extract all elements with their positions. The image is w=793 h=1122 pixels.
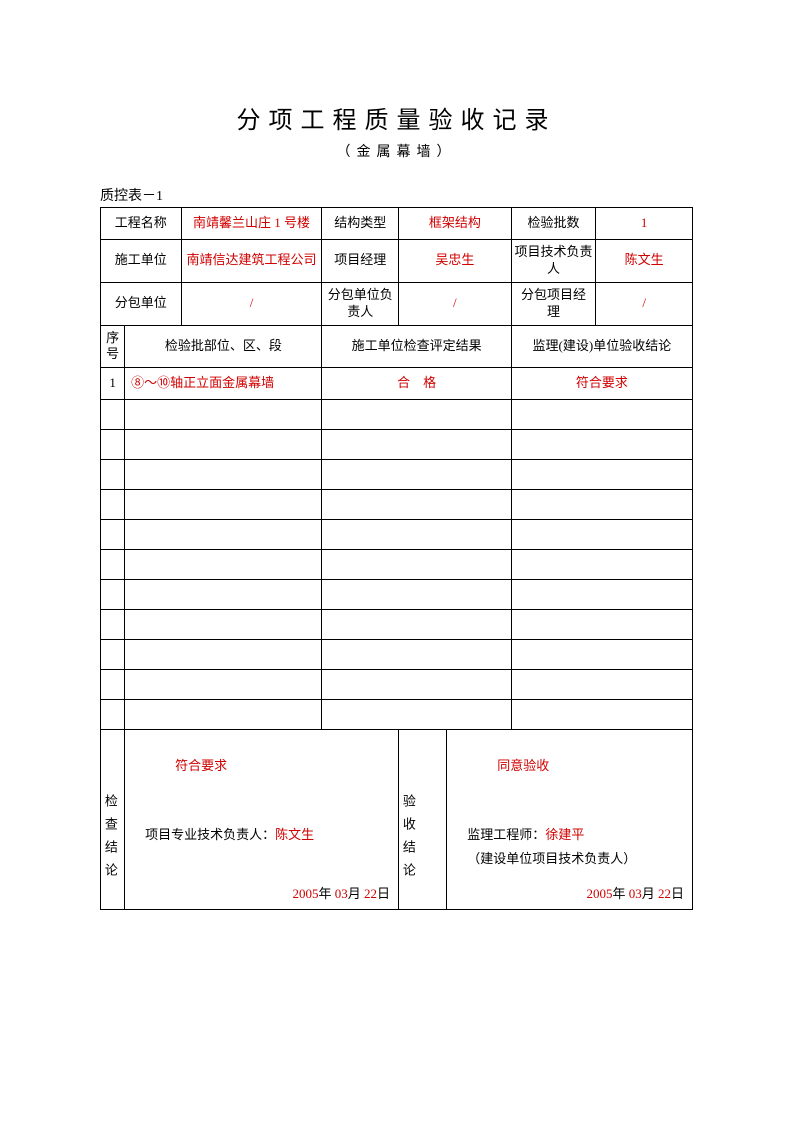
table-row: 施工单位 南靖信达建筑工程公司 项目经理 吴忠生 项目技术负责人 陈文生 [101,240,693,283]
footer-right-mid: 监理工程师：徐建平 （建设单位项目技术负责人） [467,823,682,870]
col-part: 检验批部位、区、段 [125,325,322,368]
label-sub-lead: 分包单位负责人 [322,282,399,325]
col-verdict: 监理(建设)单位验收结论 [511,325,692,368]
table-row: 1 ⑧～⑩轴正立面金属幕墙 合 格 符合要求 [101,368,693,400]
label-project-name: 工程名称 [101,208,182,240]
footer-left-mid: 项目专业技术负责人：陈文生 [145,823,388,846]
footer-left-top: 符合要求 [145,758,388,775]
table-label: 质控表－1 [100,185,693,205]
footer-right-top: 同意验收 [467,758,682,775]
table-row [101,550,693,580]
value-pm: 吴忠生 [398,240,511,283]
value-sub-lead: / [398,282,511,325]
page-title: 分项工程质量验收记录 [100,100,693,135]
table-row: 检查结论 符合要求 项目专业技术负责人：陈文生 2005年 03月 22日 验收… [101,730,693,910]
footer-left-date: 2005年 03月 22日 [292,886,390,903]
col-check: 施工单位检查评定结果 [322,325,511,368]
label-sub-pm: 分包项目经 理 [511,282,596,325]
label-constructor: 施工单位 [101,240,182,283]
cell-check: 合 格 [322,368,511,400]
label-struct-type: 结构类型 [322,208,399,240]
cell-part: ⑧～⑩轴正立面金属幕墙 [125,368,322,400]
cell-verdict: 符合要求 [511,368,692,400]
table-row [101,580,693,610]
table-row: 序号 检验批部位、区、段 施工单位检查评定结果 监理(建设)单位验收结论 [101,325,693,368]
table-row [101,490,693,520]
value-sub-pm: / [596,282,693,325]
table-row [101,700,693,730]
label-batch-count: 检验批数 [511,208,596,240]
value-batch-count: 1 [596,208,693,240]
page-subtitle: （金属幕墙） [100,141,693,161]
table-row [101,640,693,670]
value-tech-lead: 陈文生 [596,240,693,283]
table-row: 工程名称 南靖馨兰山庄 1 号楼 结构类型 框架结构 检验批数 1 [101,208,693,240]
label-pm: 项目经理 [322,240,399,283]
value-struct-type: 框架结构 [398,208,511,240]
footer-left-label: 检查结论 [101,730,125,910]
table-row [101,430,693,460]
label-tech-lead: 项目技术负责人 [511,240,596,283]
footer-right-date: 2005年 03月 22日 [586,886,684,903]
page: 分项工程质量验收记录 （金属幕墙） 质控表－1 工程名称 南靖馨兰山庄 1 号楼… [0,0,793,970]
table-row [101,460,693,490]
col-seq: 序号 [101,325,125,368]
value-project-name: 南靖馨兰山庄 1 号楼 [181,208,322,240]
footer-right-label: 验收结论 [398,730,446,910]
footer-right: 同意验收 监理工程师：徐建平 （建设单位项目技术负责人） 2005年 03月 2… [447,730,693,910]
table-row [101,670,693,700]
cell-seq: 1 [101,368,125,400]
value-subcontract: / [181,282,322,325]
label-subcontract: 分包单位 [101,282,182,325]
footer-left: 符合要求 项目专业技术负责人：陈文生 2005年 03月 22日 [125,730,399,910]
table-row: 分包单位 / 分包单位负责人 / 分包项目经 理 / [101,282,693,325]
value-constructor: 南靖信达建筑工程公司 [181,240,322,283]
table-row [101,610,693,640]
main-table: 工程名称 南靖馨兰山庄 1 号楼 结构类型 框架结构 检验批数 1 施工单位 南… [100,207,693,910]
table-row [101,520,693,550]
table-row [101,400,693,430]
